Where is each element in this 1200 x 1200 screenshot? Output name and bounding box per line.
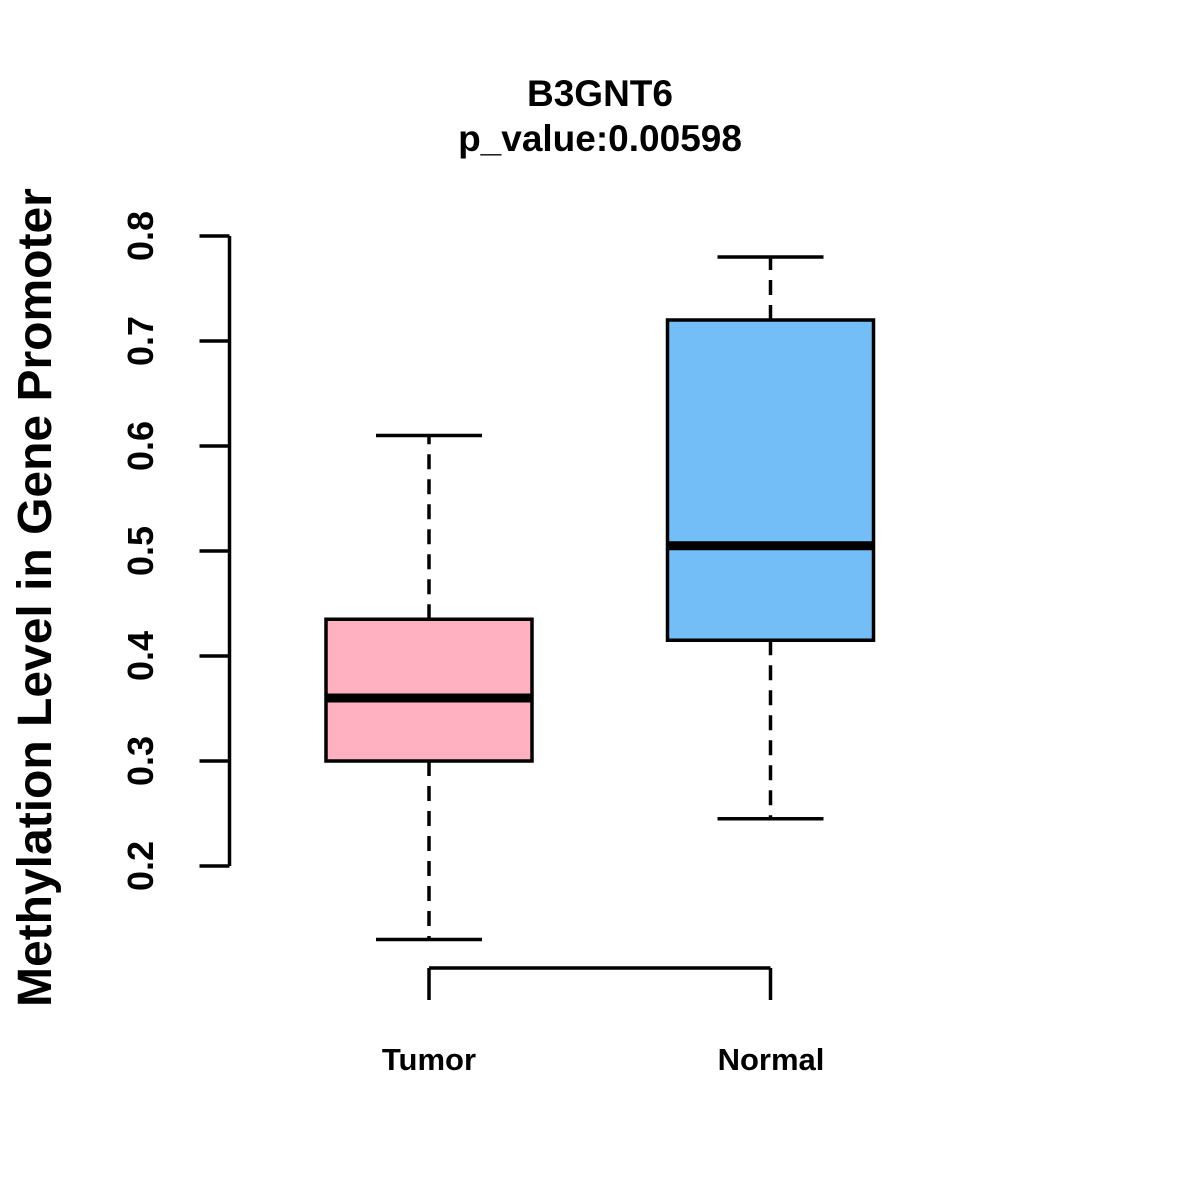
y-tick-label: 0.6 (120, 420, 161, 472)
x-tick-label-tumor: Tumor (381, 1042, 477, 1077)
x-tick-label-normal: Normal (717, 1042, 825, 1077)
y-tick-label: 0.5 (120, 525, 161, 577)
y-tick-label: 0.2 (120, 840, 161, 892)
y-axis-label: Methylation Level in Gene Promoter (9, 188, 62, 1008)
box-normal (665, 318, 876, 642)
y-tick-label: 0.4 (120, 630, 161, 682)
box-tumor (324, 617, 534, 763)
chart-title: B3GNT6 (527, 73, 673, 114)
y-tick-label: 0.7 (120, 315, 161, 367)
y-tick-label: 0.8 (120, 210, 161, 262)
chart-subtitle: p_value:0.00598 (458, 118, 742, 159)
y-tick-label: 0.3 (120, 735, 161, 787)
